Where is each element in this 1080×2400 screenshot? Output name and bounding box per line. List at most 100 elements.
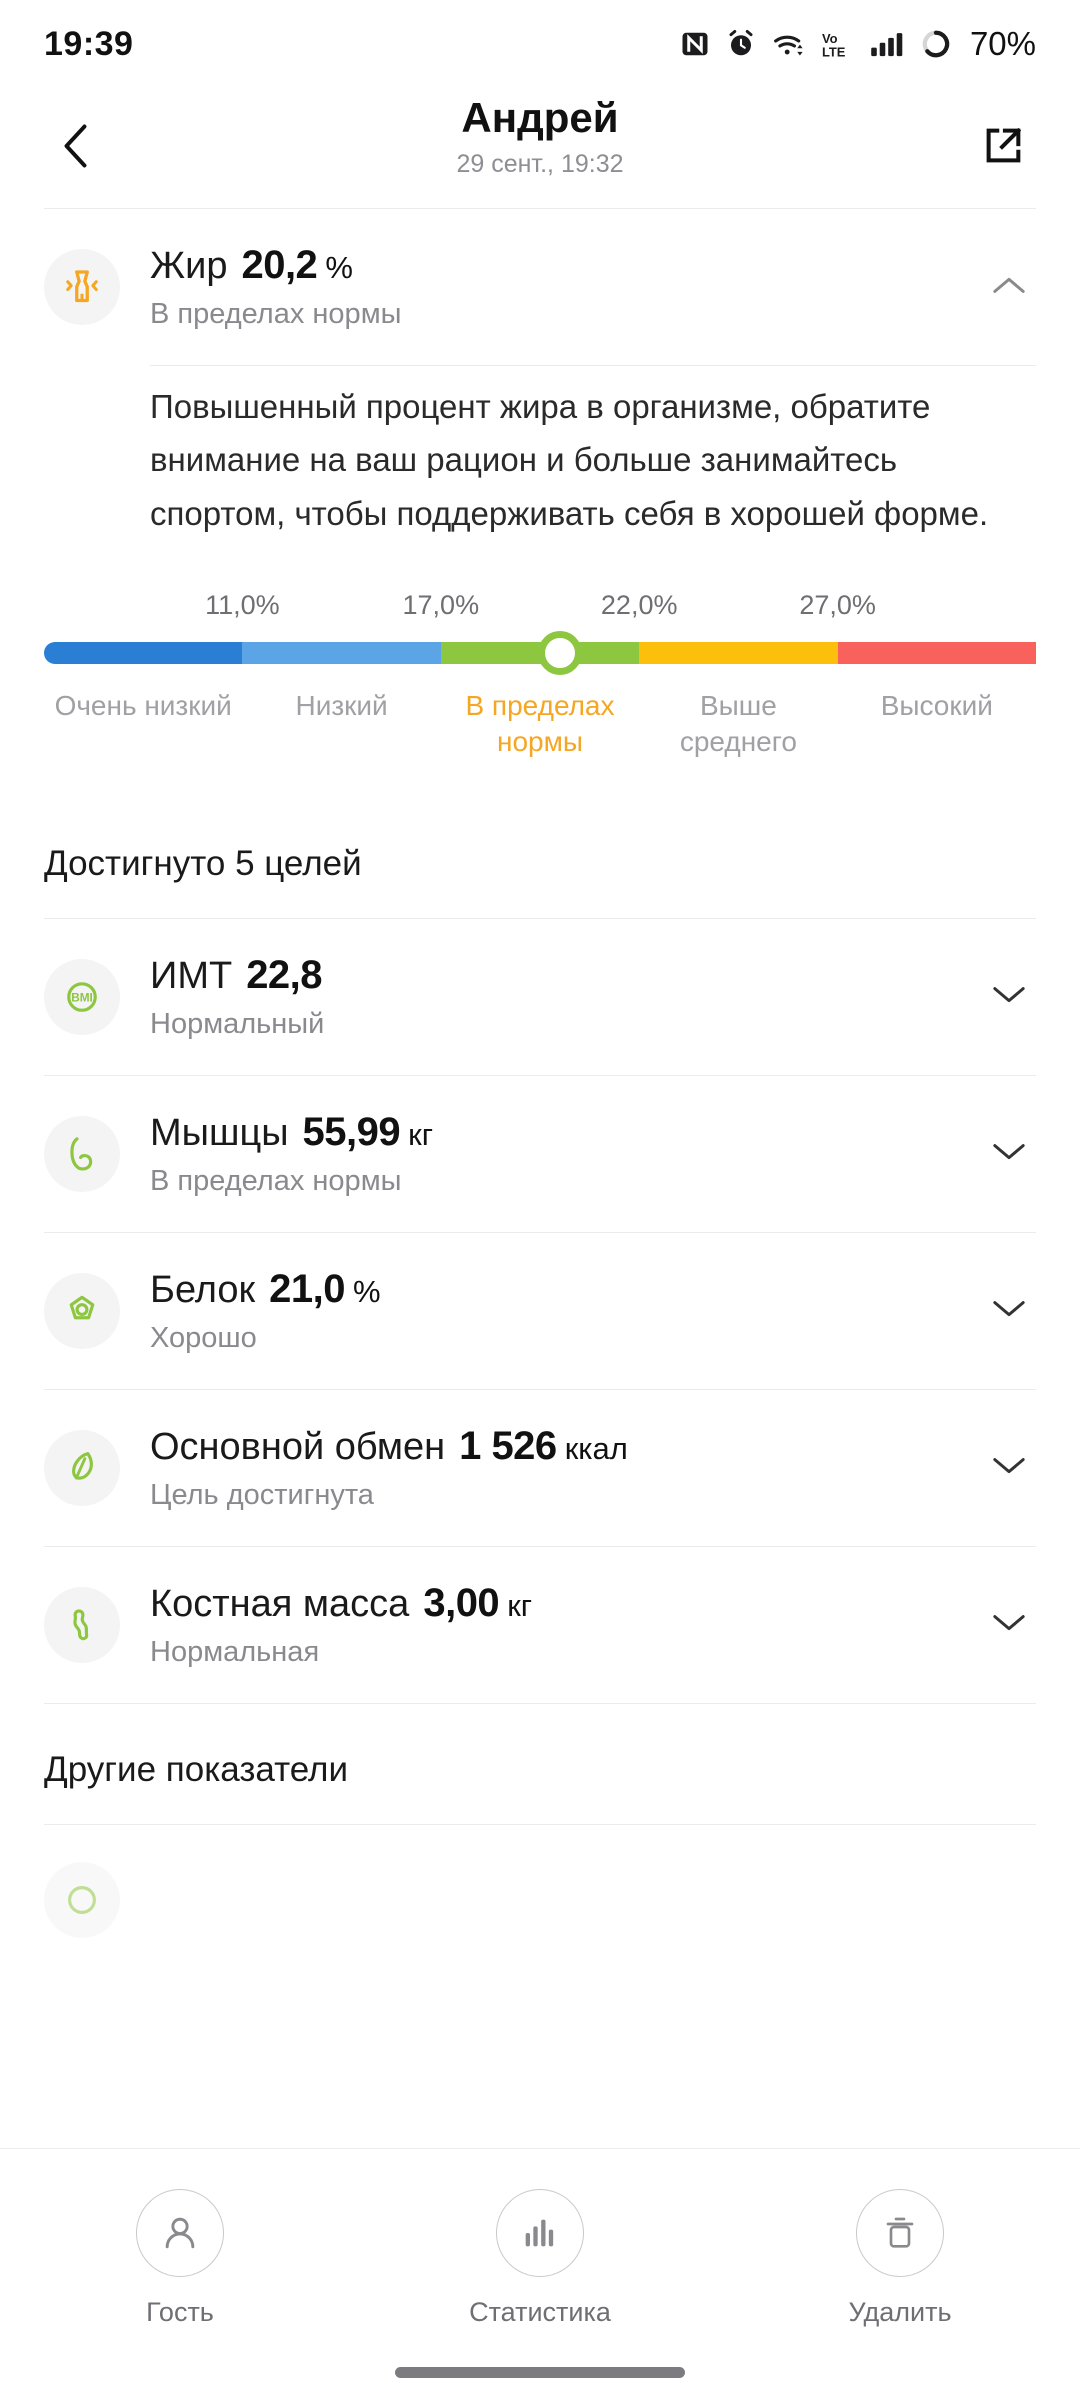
chevron-down-icon [992,1612,1026,1639]
nav-label-statistics: Статистика [469,2297,611,2327]
metric-row-1[interactable]: Мышцы 55,99 кг В пределах нормы [0,1076,1080,1232]
expand-toggle[interactable] [982,1141,1036,1168]
bottom-navigation: Гость Статистика Удалить [0,2148,1080,2400]
expand-toggle[interactable] [982,1455,1036,1482]
divider [44,1075,1036,1077]
expand-toggle[interactable] [982,1612,1036,1639]
divider [44,1824,1036,1826]
volte-icon: Vo LTE [822,29,854,59]
metric-title-line: Костная масса 3,00 кг [150,1581,982,1626]
metric-unit: % [325,250,353,285]
nav-item-statistics[interactable]: Статистика [420,2189,660,2328]
app-bar-titles: Андрей 29 сент., 19:32 [0,94,1080,179]
metric-unit: ккал [564,1431,628,1467]
bar-chart-icon [496,2189,584,2277]
trash-icon [856,2189,944,2277]
chevron-down-icon [992,1141,1026,1168]
divider [44,1546,1036,1548]
chart-category-labels: Очень низкий Низкий В пределах нормы Выше с… [44,688,1036,798]
metric-status: В пределах нормы [150,298,402,330]
metric-text: ИМТ 22,8 Нормальный [150,953,982,1041]
page-title: Андрей [461,94,619,141]
metric-row-3[interactable]: Основной обмен 1 526 ккал Цель достигнута [0,1390,1080,1546]
chart-marker-knob [537,631,582,676]
person-icon [136,2189,224,2277]
page-subtitle: 29 сент., 19:32 [456,150,624,179]
chart-category-4: Высокий [880,690,993,722]
goals-list: BMI ИМТ 22,8 Нормальный Мышцы 55,99 кг В предел… [0,919,1080,1705]
battery-icon [920,28,952,60]
chart-category-1: Низкий [295,690,388,722]
metric-value: 20,2 [241,243,318,287]
metric-text: Белок 21,0% Хорошо [150,1267,982,1355]
metric-text: Основной обмен 1 526 ккал Цель достигнута [150,1424,982,1512]
metric-title-line: Белок 21,0% [150,1267,982,1312]
muscle-icon [44,1116,120,1193]
share-external-icon [980,123,1026,174]
chart-tick-1: 17,0% [402,590,480,621]
chart-segment-4 [837,642,1036,665]
metric-icon-partial [44,1862,120,1939]
chevron-up-icon [992,274,1026,301]
chart-segment-1 [242,642,441,665]
goals-heading: Достигнуто 5 целей [44,844,362,884]
chart-segment-0 [44,642,243,665]
chart-category-2: В пределах нормы [465,690,615,758]
chevron-left-icon [57,122,97,175]
svg-text:BMI: BMI [71,992,93,1005]
share-button[interactable] [968,113,1038,183]
nfc-icon [680,29,710,59]
divider [44,1232,1036,1234]
metric-row-2[interactable]: Белок 21,0% Хорошо [0,1233,1080,1389]
metric-text-fat: Жир 20,2 % В пределах нормы [150,243,982,331]
metric-name: Костная масса [150,1583,410,1626]
back-button[interactable] [42,113,112,183]
chart-tick-3: 27,0% [799,590,876,621]
home-indicator[interactable] [395,2367,685,2378]
nav-item-guest[interactable]: Гость [60,2189,300,2328]
metric-value: 3,00 [423,1581,500,1626]
chart-tick-0: 11,0% [205,590,280,621]
metric-unit: кг [408,1117,434,1153]
fat-description: Повышенный процент жира в организме, обр… [150,388,989,532]
bmi-icon: BMI [44,959,120,1036]
chart-category-0: Очень низкий [54,690,232,722]
metric-status: Хорошо [150,1322,257,1355]
scroll-content[interactable]: Жир 20,2 % В пределах нормы Повышенный п… [0,209,1080,2357]
chart-tick-2: 22,0% [600,590,678,621]
metric-value: 21,0 [269,1267,346,1312]
fat-range-chart: 11,0% 17,0% 22,0% 27,0% Очень низкий Низкий В… [0,546,1080,798]
chevron-down-icon [992,1298,1026,1325]
other-heading: Другие показатели [44,1750,349,1790]
chart-segment-3 [639,642,838,665]
protein-icon [44,1273,120,1350]
chart-category-3: Выше среднего [679,690,797,758]
metric-unit: кг [507,1588,533,1624]
metric-name: Мышцы [150,1112,289,1155]
metric-name: Жир [150,245,228,287]
metric-text: Костная масса 3,00 кг Нормальная [150,1581,982,1669]
chevron-down-icon [992,1455,1026,1482]
metric-status: Нормальная [150,1636,320,1669]
metric-row-fat[interactable]: Жир 20,2 % В пределах нормы [0,209,1080,365]
metric-status: Нормальный [150,1008,325,1041]
metric-status: Цель достигнута [150,1479,374,1512]
status-bar: 19:39 Vo LTE [0,0,1080,88]
nav-item-delete[interactable]: Удалить [780,2189,1020,2328]
metric-name: ИМТ [150,955,233,998]
chart-range-bar [44,631,1036,676]
expand-toggle[interactable] [982,1298,1036,1325]
collapse-toggle-fat[interactable] [982,274,1036,301]
chart-tick-labels: 11,0% 17,0% 22,0% 27,0% [44,590,1036,636]
signal-bars-icon [870,29,904,59]
metric-row-partial[interactable] [0,1825,1080,1975]
svg-text:Vo: Vo [822,31,838,46]
metric-title-line: Жир 20,2 % [150,243,982,288]
metric-status: В пределах нормы [150,1165,402,1198]
expand-toggle[interactable] [982,984,1036,1011]
metric-name: Основной обмен [150,1426,446,1469]
divider [44,1389,1036,1391]
metric-row-0[interactable]: BMI ИМТ 22,8 Нормальный [0,919,1080,1075]
metric-row-4[interactable]: Костная масса 3,00 кг Нормальная [0,1547,1080,1703]
